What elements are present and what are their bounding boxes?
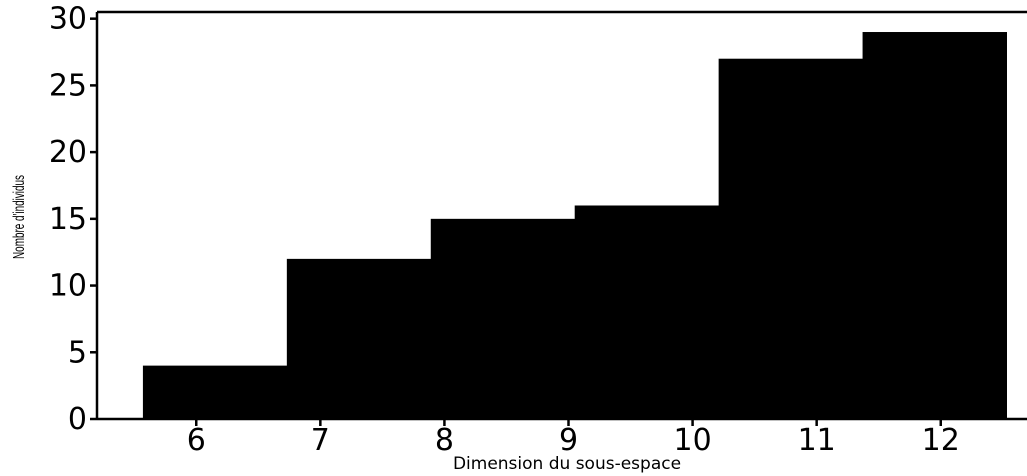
y-tick-label: 10 <box>49 269 87 304</box>
y-tick-label: 15 <box>49 202 87 237</box>
y-tick-label: 25 <box>49 68 87 103</box>
histogram-bar-1 <box>142 365 288 419</box>
bars <box>142 32 1007 420</box>
x-tick-label: 10 <box>673 423 711 458</box>
y-tick-label: 30 <box>49 2 87 37</box>
x-tick-label: 8 <box>435 423 454 458</box>
x-axis-label: Dimension du sous-espace <box>453 454 681 474</box>
x-tick-label: 7 <box>311 423 330 458</box>
histogram-bar-5 <box>718 58 864 419</box>
y-tick-label: 0 <box>68 402 87 437</box>
x-tick-label: 9 <box>559 423 578 458</box>
histogram-bar-3 <box>430 218 576 419</box>
x-tick-label: 11 <box>798 423 836 458</box>
y-ticks: 0 5 10 15 20 25 30 <box>49 2 97 437</box>
y-axis-label: Nombre d'individus <box>10 175 28 259</box>
x-tick-label: 12 <box>922 423 960 458</box>
histogram-bar-6 <box>862 32 1007 420</box>
y-tick-label: 20 <box>49 135 87 170</box>
y-tick-label: 5 <box>68 335 87 370</box>
x-ticks: 6 7 8 9 10 11 12 <box>187 419 960 458</box>
histogram-bar-4 <box>574 205 720 419</box>
x-tick-label: 6 <box>187 423 206 458</box>
histogram-bar-2 <box>286 258 432 419</box>
